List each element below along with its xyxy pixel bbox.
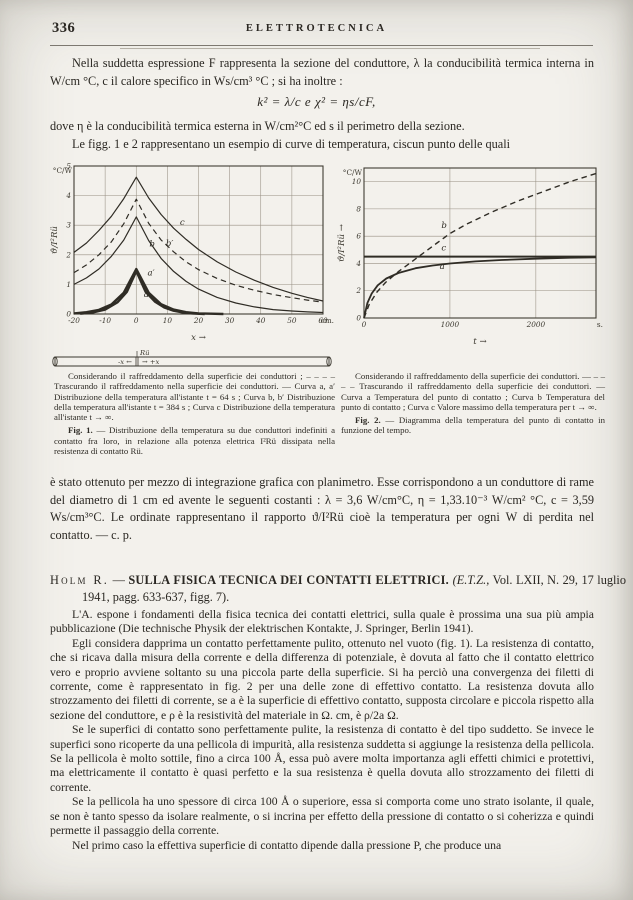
svg-text:ϑ/I²Rü →: ϑ/I²Rü → bbox=[337, 224, 347, 262]
figure-2-label-text: — Diagramma della temperatura del punto … bbox=[341, 415, 605, 436]
conductor-r-label: Rü bbox=[139, 349, 150, 357]
svg-text:a: a bbox=[144, 290, 149, 300]
svg-text:1000: 1000 bbox=[441, 320, 460, 329]
review-abstract: L'A. espone i fondamenti della fisica te… bbox=[50, 608, 594, 853]
conductor-right-arrow-label: → +x bbox=[142, 358, 160, 366]
svg-text:b: b bbox=[149, 240, 155, 250]
figure-2-legend: Considerando il raffreddamento della sup… bbox=[341, 371, 605, 412]
review-title: SULLA FISICA TECNICA DEI CONTATTI ELETTR… bbox=[128, 573, 453, 587]
svg-text:10: 10 bbox=[352, 177, 362, 186]
svg-text:-10: -10 bbox=[99, 316, 111, 325]
svg-text:s.: s. bbox=[597, 320, 603, 329]
formula: k² = λ/c e χ² = ηs/cF, bbox=[257, 94, 376, 109]
svg-text:t →: t → bbox=[473, 337, 486, 346]
intro-paragraph-2: dove η è la conducibilità termica estern… bbox=[50, 119, 465, 133]
svg-text:10: 10 bbox=[163, 316, 173, 325]
figure-1-label-text: — Distribuzione della temperatura su due… bbox=[54, 425, 335, 457]
svg-text:20: 20 bbox=[193, 316, 204, 325]
figure-1: -20 -10 0 10 20 30 40 50 60 0 1 2 3 4 5 °C/W cm. x → ϑ/I²R… bbox=[50, 156, 335, 378]
svg-text:cm.: cm. bbox=[321, 316, 334, 325]
svg-text:1: 1 bbox=[66, 280, 71, 289]
svg-text:2000: 2000 bbox=[526, 320, 546, 329]
header-rule-secondary bbox=[120, 48, 540, 49]
review-reference-details: Vol. LXII, N. 29, 17 luglio 1941, pagg. … bbox=[82, 573, 626, 604]
svg-text:60: 60 bbox=[318, 316, 328, 325]
svg-text:0: 0 bbox=[362, 320, 367, 329]
svg-text:c: c bbox=[441, 244, 446, 254]
intro-paragraph-1: Nella suddetta espressione F rappresenta… bbox=[50, 56, 594, 88]
abstract-paragraph: Nel primo caso la effettiva superficie d… bbox=[72, 838, 502, 852]
page-number: 336 bbox=[52, 20, 76, 36]
abstract-paragraph: L'A. espone i fondamenti della fisica te… bbox=[50, 608, 594, 636]
figure-1-conductor-diagram: Rü -x ← → +x bbox=[52, 349, 332, 367]
svg-text:b′: b′ bbox=[166, 239, 174, 249]
svg-text:a′: a′ bbox=[147, 269, 154, 279]
svg-text:a: a bbox=[440, 262, 445, 272]
svg-text:x →: x → bbox=[191, 333, 206, 342]
header-rule bbox=[50, 45, 593, 46]
abstract-paragraph: Se la pellicola ha uno spessore di circa… bbox=[50, 795, 594, 838]
svg-text:6: 6 bbox=[356, 232, 361, 241]
figure-1-chart: -20 -10 0 10 20 30 40 50 60 0 1 2 3 4 5°C/W cm. x → ϑ/I²R… bbox=[50, 162, 334, 344]
after-figures-paragraph: è stato ottenuto per mezzo di integrazio… bbox=[50, 475, 594, 542]
figure-2-label: Fig. 2. — Diagramma della temperatura de… bbox=[341, 415, 605, 436]
review-heading: Holm R. — SULLA FISICA TECNICA DEI CONTA… bbox=[50, 572, 626, 606]
svg-text:-20: -20 bbox=[68, 316, 80, 325]
conductor-left-arrow-label: -x ← bbox=[118, 358, 132, 366]
svg-text:0: 0 bbox=[134, 316, 139, 325]
review-separator: — bbox=[109, 573, 129, 587]
abstract-paragraph: Egli considera dapprima un contatto perf… bbox=[50, 636, 594, 722]
figure-2-number: Fig. 2. bbox=[355, 415, 381, 426]
figure-1-label: Fig. 1. — Distribuzione della temperatur… bbox=[54, 425, 335, 456]
svg-text:0: 0 bbox=[66, 310, 71, 319]
svg-text:50: 50 bbox=[287, 316, 297, 325]
svg-text:5: 5 bbox=[66, 162, 71, 171]
svg-text:c: c bbox=[180, 218, 185, 228]
svg-text:2: 2 bbox=[355, 286, 361, 295]
svg-text:4: 4 bbox=[65, 191, 71, 200]
figure-2-caption: Considerando il raffreddamento della sup… bbox=[341, 371, 605, 436]
svg-text:40: 40 bbox=[255, 316, 266, 325]
svg-text:30: 30 bbox=[225, 316, 235, 325]
abstract-paragraph: Se le superfici di contatto sono perfett… bbox=[50, 723, 594, 794]
journal-title: ELETTROTECNICA bbox=[245, 23, 388, 34]
intro-paragraph-3: Le figg. 1 e 2 rappresentano un esempio … bbox=[72, 137, 511, 151]
figure-1-legend: Considerando il raffreddamento della sup… bbox=[54, 371, 335, 423]
svg-text:2: 2 bbox=[65, 250, 71, 259]
svg-text:8: 8 bbox=[356, 204, 361, 213]
figure-1-number: Fig. 1. bbox=[68, 425, 93, 436]
svg-text:0: 0 bbox=[356, 314, 361, 323]
svg-text:ϑ/I²Rü: ϑ/I²Rü bbox=[50, 226, 60, 254]
svg-text:4: 4 bbox=[355, 259, 361, 268]
figure-1-caption: Considerando il raffreddamento della sup… bbox=[54, 371, 335, 456]
svg-text:°C/W: °C/W bbox=[53, 166, 73, 175]
figure-2: 0 1000 2000 0 2 4 6 8 10 °C/W s. t → ϑ/I²Rü → b c a bbox=[337, 156, 604, 351]
svg-text:3: 3 bbox=[66, 221, 71, 230]
figure-2-chart: 0 1000 2000 0 2 4 6 8 10°C/W s. t → ϑ/I²Rü → b ca bbox=[337, 167, 603, 347]
review-reference-journal: (E.T.Z., bbox=[452, 573, 490, 587]
svg-text:b: b bbox=[441, 221, 447, 231]
review-author: Holm R. bbox=[50, 573, 110, 587]
svg-text:°C/W: °C/W bbox=[343, 168, 363, 177]
